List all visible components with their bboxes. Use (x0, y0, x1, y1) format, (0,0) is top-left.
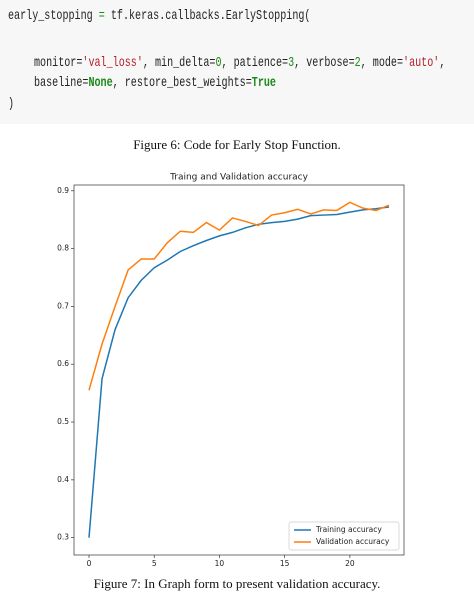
code-token: tf.keras.callbacks.EarlyStopping( (104, 8, 311, 24)
y-tick-label: 0.5 (57, 417, 69, 426)
plot-area (73, 184, 405, 556)
code-token: , patience= (221, 55, 289, 71)
y-tick-label: 0.6 (57, 359, 69, 368)
code-line: baseline=None, restore_best_weights=True (34, 75, 276, 91)
code-token: , min_delta= (142, 55, 216, 71)
y-tick-label: 0.4 (57, 475, 69, 484)
code-token: 2 (354, 55, 361, 71)
code-token: ) (8, 96, 15, 112)
legend-label: Validation accuracy (316, 537, 390, 546)
code-line: ) (8, 96, 14, 112)
code-token: monitor= (34, 55, 83, 71)
code-token: 3 (288, 55, 295, 71)
code-token: True (251, 75, 276, 91)
code-token: , verbose= (294, 55, 355, 71)
code-token: , restore_best_weights= (112, 75, 252, 91)
y-tick-label: 0.7 (57, 301, 69, 310)
code-token: baseline= (34, 75, 89, 91)
code-token: , mode= (360, 55, 404, 71)
y-tick-label: 0.9 (57, 186, 69, 195)
x-tick-label: 5 (152, 559, 157, 568)
code-token: early_stopping (8, 8, 99, 24)
chart-title: Traing and Validation accuracy (169, 173, 309, 183)
code-line: monitor='val_loss', min_delta=0, patienc… (34, 55, 445, 71)
legend-label: Training accuracy (315, 525, 382, 534)
series-line (88, 206, 390, 538)
code-token: 'auto' (403, 55, 440, 71)
x-tick-label: 15 (280, 559, 290, 568)
series-line (88, 201, 390, 391)
x-tick-label: 20 (345, 559, 355, 568)
y-tick-label: 0.8 (57, 244, 69, 253)
x-tick-label: 10 (215, 559, 225, 568)
code-token: None (88, 75, 113, 91)
code-line: early_stopping = tf.keras.callbacks.Earl… (8, 8, 310, 24)
code-token: 'val_loss' (82, 55, 143, 71)
x-tick-label: 0 (87, 559, 92, 568)
y-tick-label: 0.3 (57, 533, 69, 542)
code-token: = (98, 8, 105, 24)
code-token: 0 (215, 55, 222, 71)
code-block: early_stopping = tf.keras.callbacks.Earl… (0, 0, 474, 124)
legend-box (288, 521, 400, 551)
caption: Figure 6: Code for Early Stop Function. (133, 137, 341, 152)
caption: Figure 7: In Graph form to present valid… (93, 576, 381, 591)
code-token: , (439, 55, 446, 71)
